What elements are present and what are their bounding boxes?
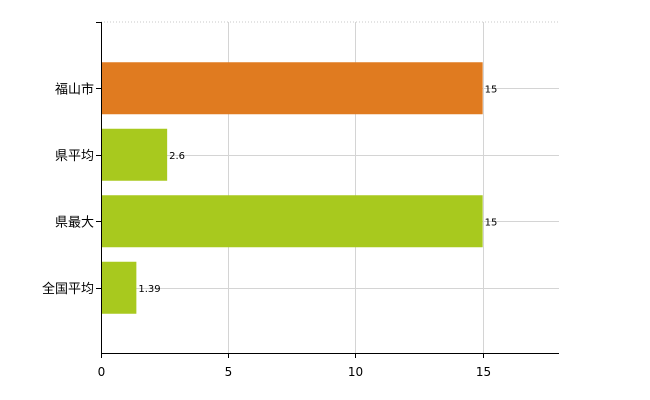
axes xyxy=(96,22,559,358)
x-tick-label: 10 xyxy=(348,365,363,379)
bars xyxy=(102,62,483,314)
data-label: 2.6 xyxy=(169,151,185,162)
x-tick-label: 5 xyxy=(225,365,233,379)
bar xyxy=(102,62,483,115)
category-label: 全国平均 xyxy=(42,281,94,297)
data-label: 15 xyxy=(485,84,498,95)
x-tick-label: 0 xyxy=(98,365,106,379)
category-label: 福山市 xyxy=(55,81,94,97)
data-label: 15 xyxy=(485,217,498,228)
bar xyxy=(102,128,168,181)
x-tick-label: 15 xyxy=(476,365,491,379)
data-label: 1.39 xyxy=(138,284,160,295)
category-label: 県最大 xyxy=(55,215,94,230)
bar xyxy=(102,261,137,314)
bar xyxy=(102,195,483,248)
labels: 15 福山市 2.6 県平均 15 県最大 1.39 全国平均 0 5 10 15 xyxy=(42,81,497,379)
category-label: 県平均 xyxy=(55,149,94,164)
